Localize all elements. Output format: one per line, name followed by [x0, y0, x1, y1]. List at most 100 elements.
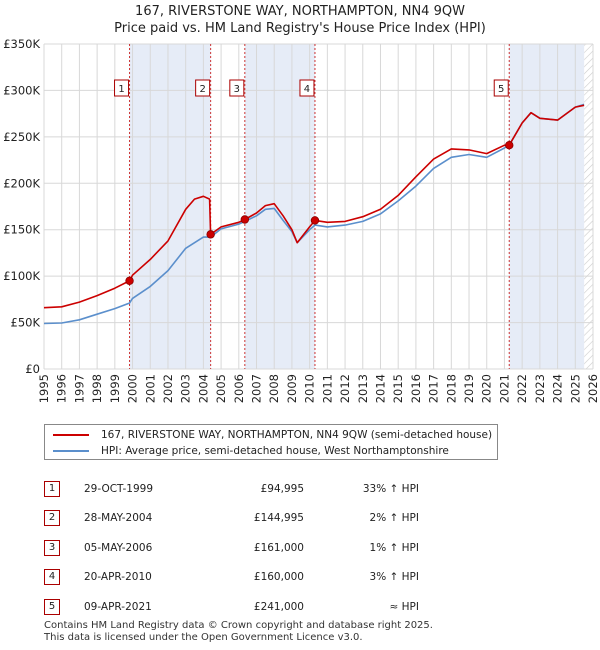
x-tick-label: 2017 — [427, 374, 441, 403]
sale-marker-number: 5 — [498, 84, 504, 95]
legend: 167, RIVERSTONE WAY, NORTHAMPTON, NN4 9Q… — [44, 424, 498, 460]
x-tick-label: 2009 — [285, 374, 299, 403]
x-tick-label: 2018 — [444, 374, 458, 403]
sale-price: £160,000 — [253, 571, 304, 584]
y-tick-label: £150K — [3, 223, 40, 237]
legend-label-hpi: HPI: Average price, semi-detached house,… — [101, 445, 449, 457]
y-tick-label: £300K — [3, 83, 40, 97]
y-tick-label: £100K — [3, 269, 40, 283]
sale-point — [505, 141, 514, 150]
sale-marker-number: 2 — [199, 84, 205, 95]
sale-number: 4 — [44, 569, 60, 586]
x-tick-label: 2008 — [267, 374, 281, 403]
sale-price: £161,000 — [253, 541, 304, 554]
sale-date: 29-OCT-1999 — [84, 482, 153, 495]
sale-hpi-diff-cell: 33% ↑ HPI — [304, 474, 419, 504]
sale-marker-box — [299, 79, 315, 97]
sale-number: 2 — [44, 510, 60, 527]
sale-price-cell: £144,995 — [194, 504, 304, 534]
sale-date: 05-MAY-2006 — [84, 541, 153, 554]
sale-price: £94,995 — [260, 482, 304, 495]
legend-item-hpi: HPI: Average price, semi-detached house,… — [53, 443, 449, 459]
sale-marker-label: 5 — [493, 79, 509, 97]
x-tick-label: 2006 — [232, 374, 246, 403]
x-tick-label: 2010 — [303, 374, 317, 403]
shaded-period — [509, 44, 585, 369]
footer-copyright: Contains HM Land Registry data © Crown c… — [44, 620, 433, 631]
sale-hpi-diff: 2% ↑ HPI — [369, 512, 419, 525]
legend-item-property: 167, RIVERSTONE WAY, NORTHAMPTON, NN4 9Q… — [53, 427, 492, 443]
sale-row: 3 05-MAY-2006 £161,000 1% ↑ HPI — [44, 533, 419, 563]
footer-licence: This data is licensed under the Open Gov… — [44, 632, 363, 643]
sale-marker-box — [493, 79, 509, 97]
sale-number-cell: 4 — [44, 563, 84, 593]
y-tick-label: £250K — [3, 130, 40, 144]
sale-number-cell: 3 — [44, 533, 84, 563]
sale-number: 3 — [44, 539, 60, 556]
x-tick-label: 2013 — [356, 374, 370, 403]
sale-date-cell: 28-MAY-2004 — [84, 504, 194, 534]
sale-marker-number: 4 — [304, 84, 310, 95]
sale-price: £241,000 — [253, 600, 304, 613]
forecast-hatch — [584, 44, 593, 369]
legend-swatch-property — [53, 434, 89, 436]
sale-marker-number: 3 — [234, 84, 240, 95]
x-tick-label: 2025 — [568, 374, 582, 403]
sale-marker-number: 1 — [118, 84, 124, 95]
sale-date: 20-APR-2010 — [84, 571, 152, 584]
sale-price-cell: £161,000 — [194, 533, 304, 563]
x-tick-label: 2020 — [480, 374, 494, 403]
x-tick-label: 2023 — [533, 374, 547, 403]
x-tick-label: 1997 — [72, 374, 86, 403]
sale-number-cell: 5 — [44, 592, 84, 622]
x-tick-label: 2005 — [214, 374, 228, 403]
sale-row: 4 20-APR-2010 £160,000 3% ↑ HPI — [44, 563, 419, 593]
chart-subtitle: Price paid vs. HM Land Registry's House … — [114, 21, 486, 36]
sale-price-cell: £160,000 — [194, 563, 304, 593]
x-tick-label: 2011 — [320, 374, 334, 403]
x-tick-label: 1995 — [37, 374, 51, 403]
y-tick-label: £50K — [11, 316, 41, 330]
y-tick-label: £200K — [3, 176, 40, 190]
sale-marker-box — [195, 79, 211, 97]
sale-date-cell: 20-APR-2010 — [84, 563, 194, 593]
y-tick-label: £0 — [25, 362, 40, 376]
sale-date-cell: 09-APR-2021 — [84, 592, 194, 622]
y-tick-label: £350K — [3, 37, 40, 51]
sale-row: 2 28-MAY-2004 £144,995 2% ↑ HPI — [44, 504, 419, 534]
sale-marker-box — [114, 79, 130, 97]
price-chart: 1 2 3 4 5 £0 £50K £100K £150K £200K £250K £300K £35… — [3, 37, 600, 403]
x-tick-label: 2004 — [196, 374, 210, 403]
x-tick-label: 2007 — [250, 374, 264, 403]
sale-row: 1 29-OCT-1999 £94,995 33% ↑ HPI — [44, 474, 419, 504]
chart-title: 167, RIVERSTONE WAY, NORTHAMPTON, NN4 9Q… — [135, 4, 465, 19]
shaded-period — [129, 44, 211, 369]
legend-swatch-hpi — [53, 450, 89, 452]
sale-point — [240, 215, 250, 224]
sale-marker-label: 2 — [195, 79, 211, 97]
x-tick-label: 2015 — [391, 374, 405, 403]
footer: Contains HM Land Registry data © Crown c… — [44, 620, 433, 644]
sale-number: 1 — [44, 480, 60, 497]
sale-marker-label: 4 — [299, 79, 315, 97]
sale-hpi-diff-cell: ≈ HPI — [304, 592, 419, 622]
x-tick-label: 2001 — [143, 374, 157, 403]
x-tick-label: 2026 — [586, 374, 600, 403]
sale-date-cell: 05-MAY-2006 — [84, 533, 194, 563]
sale-date: 28-MAY-2004 — [84, 512, 153, 525]
sale-date: 09-APR-2021 — [84, 600, 152, 613]
sale-point — [310, 216, 320, 225]
x-tick-label: 2012 — [338, 374, 352, 403]
x-tick-label: 1999 — [108, 374, 122, 403]
sale-number-cell: 2 — [44, 504, 84, 534]
x-tick-label: 2016 — [409, 374, 423, 403]
sale-hpi-diff: 3% ↑ HPI — [369, 571, 419, 584]
sale-point — [206, 230, 215, 239]
x-tick-label: 2000 — [126, 374, 140, 403]
sale-date-cell: 29-OCT-1999 — [84, 474, 194, 504]
sale-hpi-diff-cell: 1% ↑ HPI — [304, 533, 419, 563]
sale-point — [125, 276, 134, 285]
sale-price-cell: £241,000 — [194, 592, 304, 622]
sale-hpi-diff-cell: 2% ↑ HPI — [304, 504, 419, 534]
sale-number-cell: 1 — [44, 474, 84, 504]
